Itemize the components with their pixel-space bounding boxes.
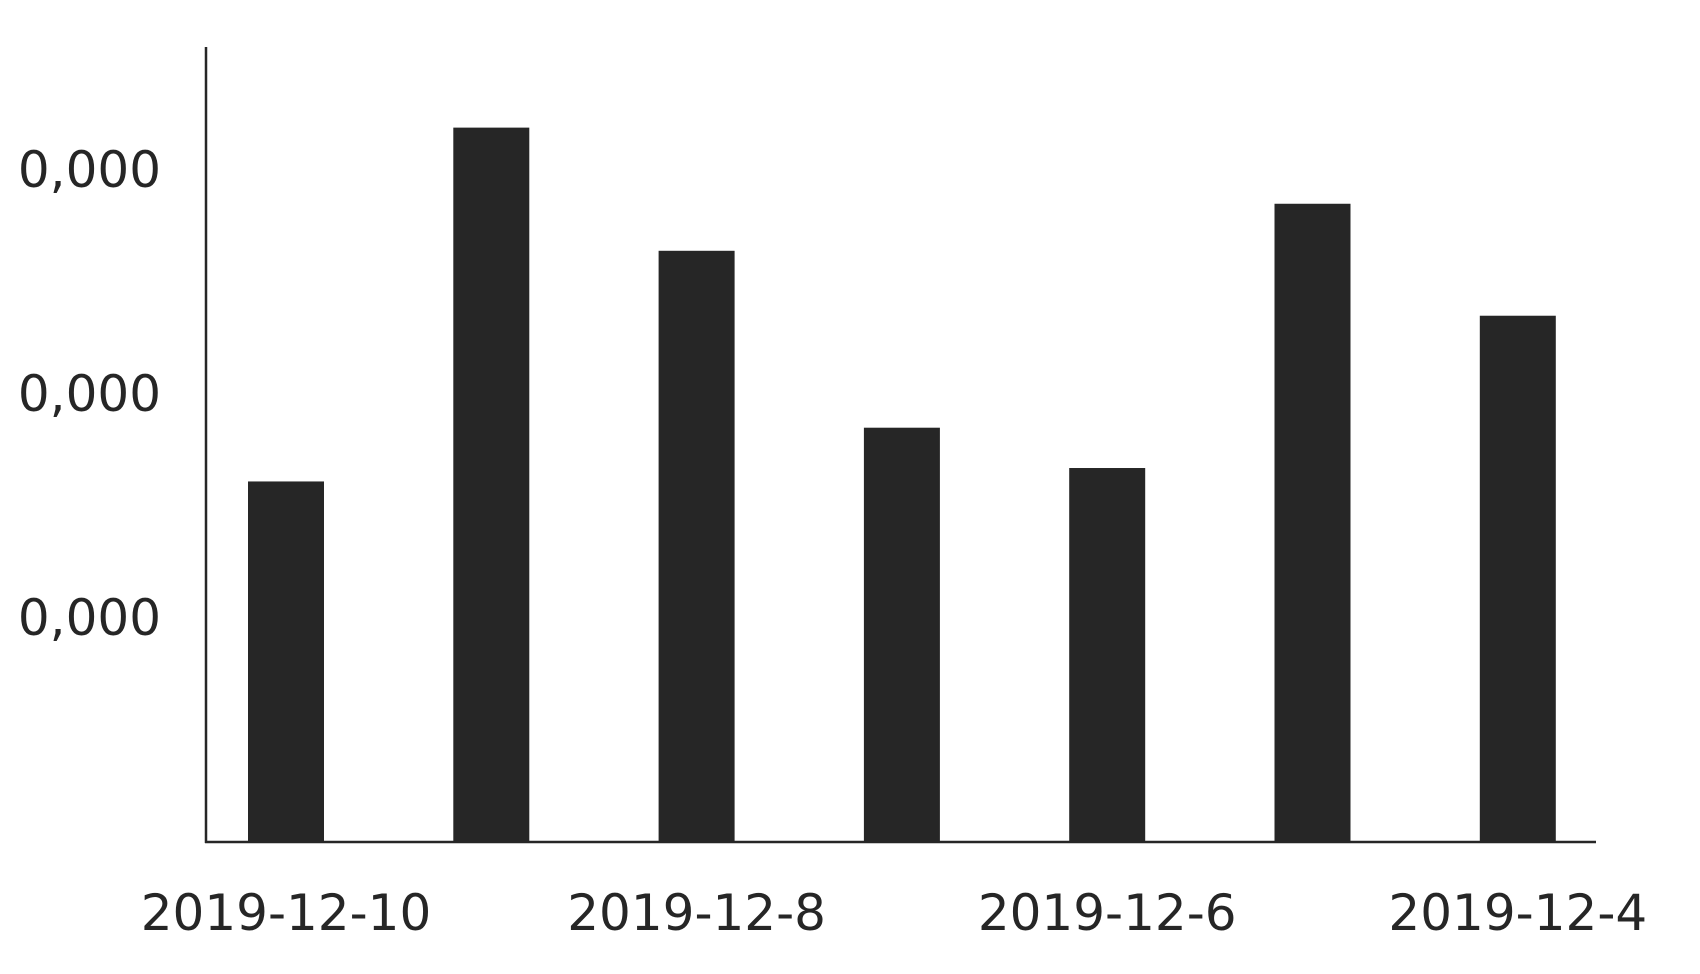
x-tick-label: 2019-12-6 xyxy=(978,884,1237,942)
y-tick-label: 0,000 xyxy=(18,365,161,423)
bar-2019-12-8 xyxy=(658,250,735,843)
bar-2019-12-10 xyxy=(248,481,324,842)
x-tick-label: 2019-12-8 xyxy=(567,884,826,942)
bar-2019-12-9 xyxy=(453,127,530,842)
bar-2019-12-6 xyxy=(1069,468,1146,842)
bar-2019-12-5 xyxy=(1274,203,1351,842)
bar-2019-12-7 xyxy=(863,427,940,842)
y-tick-label: 0,000 xyxy=(18,589,161,647)
bars-group xyxy=(248,127,1556,843)
x-tick-label: 2019-12-4 xyxy=(1388,884,1647,942)
bar-2019-12-4 xyxy=(1479,315,1556,842)
x-tick-label: 2019-12-10 xyxy=(141,884,432,942)
x-tick-labels: 2019-12-10 2019-12-8 2019-12-6 2019-12-4 xyxy=(141,884,1647,942)
y-tick-label: 0,000 xyxy=(18,141,161,199)
y-tick-labels: 0,000 0,000 0,000 xyxy=(18,141,161,647)
